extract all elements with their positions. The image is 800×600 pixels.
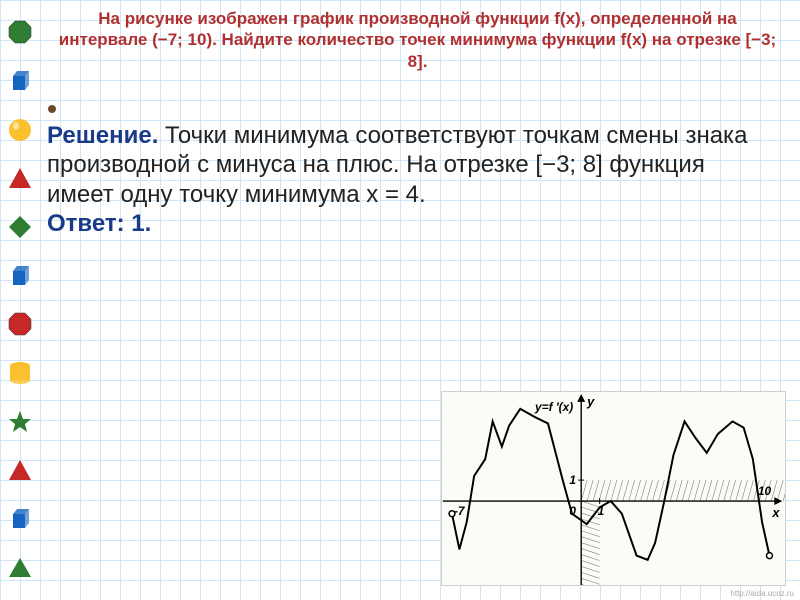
svg-text:-7: -7 (454, 504, 466, 518)
svg-text:y: y (586, 394, 595, 409)
triangle-icon (5, 454, 35, 486)
answer-label: Ответ: 1. (47, 210, 151, 237)
solution-block: Решение. Точки минимума соответствуют то… (45, 82, 790, 238)
cylinder-icon (5, 357, 35, 389)
cube-icon (5, 503, 35, 535)
circle-icon (5, 114, 35, 146)
triangle-icon (5, 162, 35, 194)
shapes-sidebar (0, 0, 40, 600)
derivative-chart: -711010yxy=f ′(x) (441, 391, 786, 586)
octagon-icon (5, 16, 35, 48)
star-icon (5, 406, 35, 438)
octagon-icon (5, 308, 35, 340)
bullet-icon (47, 92, 59, 121)
diamond-icon (5, 211, 35, 243)
content-area: На рисунке изображен график производной … (45, 8, 790, 238)
pyramid-icon (5, 552, 35, 584)
title-text: На рисунке изображен график производной … (59, 9, 776, 71)
solution-heading: Решение. (47, 122, 158, 149)
svg-text:y=f ′(x): y=f ′(x) (534, 400, 573, 414)
attribution-text: http://aida.ucoz.ru (730, 589, 794, 598)
svg-text:x: x (771, 505, 780, 520)
svg-text:1: 1 (569, 473, 576, 487)
cube-icon (5, 65, 35, 97)
task-title: На рисунке изображен график производной … (45, 8, 790, 82)
svg-text:10: 10 (758, 484, 772, 498)
cube-icon (5, 260, 35, 292)
